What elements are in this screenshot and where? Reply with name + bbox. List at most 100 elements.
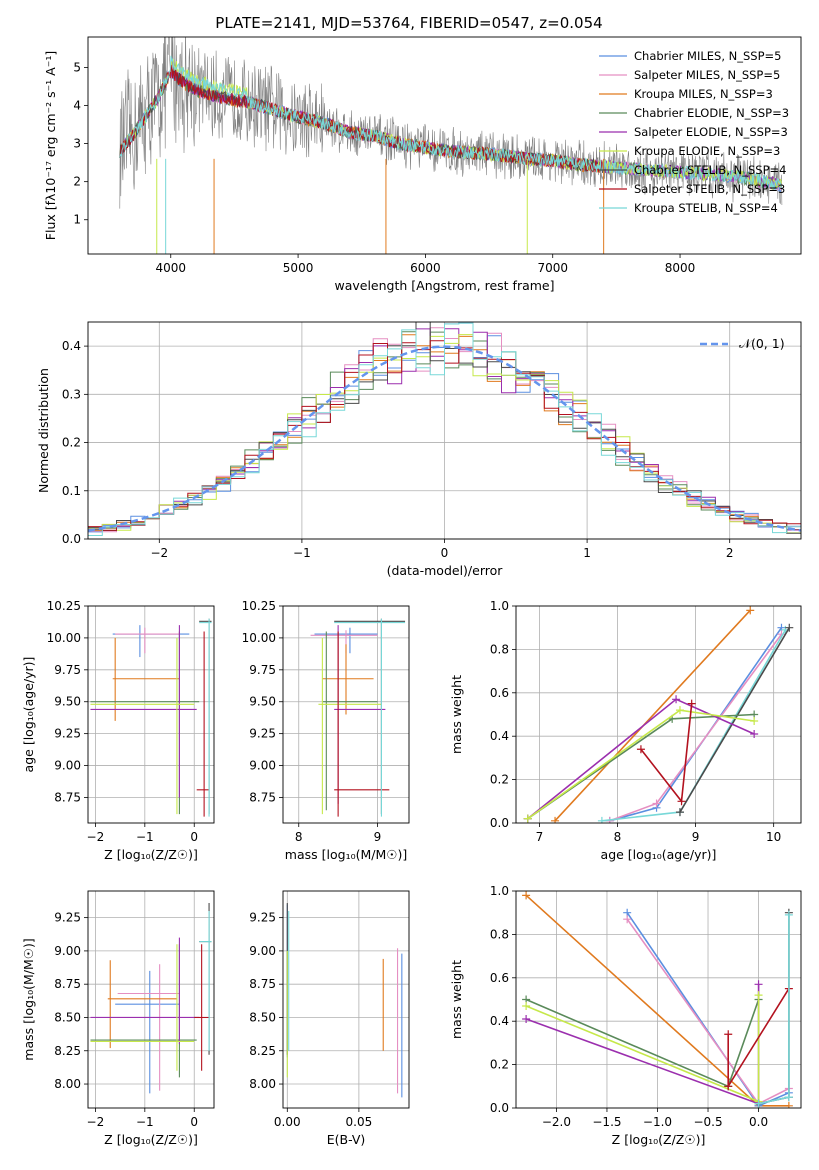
marker xyxy=(746,606,755,615)
y-tick-label: 10.00 xyxy=(47,631,81,645)
marker xyxy=(652,799,661,808)
y-axis-label: Normed distribution xyxy=(36,368,51,493)
y-tick-label: 9.25 xyxy=(249,911,276,925)
marker xyxy=(750,717,759,726)
y-tick-label: 3 xyxy=(73,137,81,151)
series-kroupa_elodie xyxy=(525,995,760,1103)
marker xyxy=(523,814,532,823)
y-tick-label: 8.75 xyxy=(249,977,276,991)
x-tick-label: 0.05 xyxy=(346,1115,373,1129)
x-tick-label: −1 xyxy=(136,830,154,844)
plot-area-age_vs_Z xyxy=(90,618,212,817)
y-tick-label: 8.75 xyxy=(249,790,276,804)
x-axis-label: Z [log₁₀(Z/Z☉)] xyxy=(612,1132,706,1147)
y-tick-label: 9.50 xyxy=(54,695,81,709)
marker xyxy=(724,1030,733,1039)
series-kroupa_miles xyxy=(554,609,751,822)
y-tick-label: 0.3 xyxy=(62,387,81,401)
legend-entry: Salpeter ELODIE, N_SSP=3 xyxy=(634,125,788,139)
axes-mass_weight_vs_Z: −2.0 −1.5 −1.0 −0.5 0.0 0.0 0.2 0.4 0.6 0.8 1.0 Z [… xyxy=(449,884,802,1147)
y-tick-label: 9.25 xyxy=(54,727,81,741)
legend-entry: Chabrier MILES, N_SSP=5 xyxy=(634,49,781,63)
y-tick-label: 9.50 xyxy=(249,695,276,709)
series-kroupa_elodie xyxy=(527,709,755,820)
x-tick-label: −2 xyxy=(87,830,105,844)
x-tick-label: 7000 xyxy=(537,261,568,275)
x-tick-label: −0.5 xyxy=(693,1115,722,1129)
y-axis-label: age [log₁₀(age/yr)] xyxy=(21,657,36,773)
marker xyxy=(754,1099,763,1108)
x-tick-label: 0.0 xyxy=(749,1115,768,1129)
axes-frame xyxy=(87,36,802,255)
x-tick-label: 1 xyxy=(583,546,591,560)
observed-spectrum xyxy=(119,37,783,209)
series-chabrier_stelib xyxy=(679,627,790,813)
legend-entry: Kroupa ELODIE, N_SSP=3 xyxy=(634,144,780,158)
plot-area-spectrum xyxy=(119,37,783,254)
y-axis-label: mass weight xyxy=(449,675,464,754)
y-tick-label: 10.00 xyxy=(242,631,276,645)
y-tick-label: 9.00 xyxy=(249,759,276,773)
marker xyxy=(675,706,684,715)
gaussian-curve xyxy=(88,345,801,532)
marker xyxy=(675,808,684,817)
legend-entry: 𝒩(0, 1) xyxy=(739,336,785,351)
y-tick-label: 8.50 xyxy=(54,1010,81,1024)
y-tick-label: 9.00 xyxy=(249,944,276,958)
series-chabrier_elodie xyxy=(527,713,755,820)
y-tick-label: 9.75 xyxy=(54,663,81,677)
marker xyxy=(677,797,686,806)
axes-frame xyxy=(282,890,410,1109)
y-tick-label: 0.4 xyxy=(62,339,81,353)
y-tick-label: 0.0 xyxy=(62,532,81,546)
x-tick-label: 0 xyxy=(190,1115,198,1129)
y-tick-label: 0.2 xyxy=(490,1058,509,1072)
x-tick-label: 4000 xyxy=(155,261,186,275)
x-tick-label: −2 xyxy=(87,1115,105,1129)
y-tick-label: 0.4 xyxy=(490,1014,509,1028)
legend-entry: Salpeter STELIB, N_SSP=3 xyxy=(634,182,785,196)
marker xyxy=(754,980,763,989)
x-tick-label: −1.0 xyxy=(643,1115,672,1129)
marker xyxy=(784,1093,793,1102)
y-tick-label: 8.75 xyxy=(54,790,81,804)
marker xyxy=(522,1002,531,1011)
marker xyxy=(522,891,531,900)
y-tick-label: 0.8 xyxy=(490,642,509,656)
marker xyxy=(597,816,606,823)
axes-age_vs_mass: 8 9 8.75 9.00 9.25 9.50 9.75 10.00 10.25 mass [lo… xyxy=(242,599,410,862)
plot-area-residuals xyxy=(88,322,801,536)
plot-area-mass_vs_ebv xyxy=(286,902,403,1098)
y-tick-label: 8.00 xyxy=(249,1077,276,1091)
y-tick-label: 4 xyxy=(73,99,81,113)
plot-area-mass_weight_vs_age xyxy=(523,606,794,823)
legend-residuals: 𝒩(0, 1) xyxy=(700,336,785,351)
marker xyxy=(623,915,632,924)
legend-entry: Chabrier STELIB, N_SSP=4 xyxy=(634,163,786,177)
x-tick-label: −2 xyxy=(150,546,168,560)
x-tick-label: −1.5 xyxy=(592,1115,621,1129)
x-tick-label: 0.00 xyxy=(274,1115,301,1129)
marker xyxy=(784,1101,793,1108)
x-tick-label: 5000 xyxy=(283,261,314,275)
series-kroupa_stelib xyxy=(758,914,790,1105)
y-axis-label: Flux [fλ10⁻¹⁷ erg cm⁻² s⁻¹ A⁻¹] xyxy=(43,51,58,240)
marker xyxy=(522,1015,531,1024)
x-tick-label: 2 xyxy=(726,546,734,560)
legend: Chabrier MILES, N_SSP=5 Salpeter MILES, N… xyxy=(599,49,789,215)
x-tick-label: 8 xyxy=(614,830,622,844)
y-tick-label: 8.25 xyxy=(54,1044,81,1058)
x-axis-label: mass [log₁₀(M/M☉)] xyxy=(285,847,407,862)
marker xyxy=(687,699,696,708)
axes-frame xyxy=(87,605,215,824)
y-tick-label: 5 xyxy=(73,60,81,74)
x-tick-label: 9 xyxy=(692,830,700,844)
marker xyxy=(724,1082,733,1091)
axes-spectrum: 4000 5000 6000 7000 8000 1 2 3 4 5 wavelength [Ang… xyxy=(43,36,802,293)
histogram-kroupa_stelib xyxy=(88,322,801,536)
x-tick-label: 8 xyxy=(295,830,303,844)
x-axis-label: (data-model)/error xyxy=(387,563,504,578)
y-tick-label: 9.75 xyxy=(249,663,276,677)
x-axis-label: age [log₁₀(age/yr)] xyxy=(601,847,717,862)
